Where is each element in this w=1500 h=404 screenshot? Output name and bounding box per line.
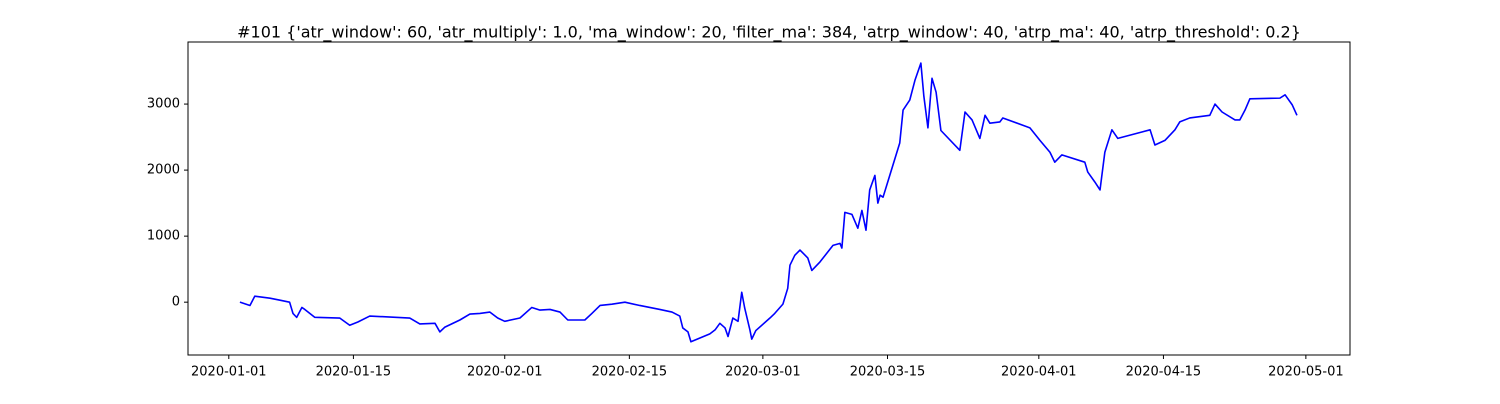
y-tick-label: 2000 <box>147 163 180 178</box>
x-tick-label: 2020-04-01 <box>1001 365 1077 380</box>
y-tick-label: 0 <box>172 295 180 310</box>
x-tick-label: 2020-03-15 <box>850 365 926 380</box>
y-tick-label: 1000 <box>147 229 180 244</box>
y-tick-label: 3000 <box>147 97 180 112</box>
x-tick-label: 2020-04-15 <box>1126 365 1202 380</box>
axes-frame <box>187 41 1351 356</box>
x-tick-label: 2020-02-15 <box>592 365 668 380</box>
x-tick-label: 2020-02-01 <box>467 365 543 380</box>
x-tick-label: 2020-01-15 <box>316 365 392 380</box>
data-line <box>239 62 1298 343</box>
chart-title: #101 {'atr_window': 60, 'atr_multiply': … <box>237 23 1301 43</box>
x-tick-label: 2020-01-01 <box>191 365 267 380</box>
x-tick-label: 2020-05-01 <box>1268 365 1344 380</box>
x-tick-label: 2020-03-01 <box>725 365 801 380</box>
